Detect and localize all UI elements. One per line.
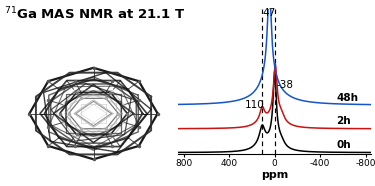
- Text: $^{71}$Ga MAS NMR at 21.1 T: $^{71}$Ga MAS NMR at 21.1 T: [4, 6, 185, 22]
- Text: 2h: 2h: [336, 116, 351, 126]
- Text: 48h: 48h: [336, 93, 358, 102]
- Text: 110: 110: [245, 100, 265, 110]
- Text: -38: -38: [276, 80, 293, 90]
- Text: 0h: 0h: [336, 140, 351, 150]
- Text: 47: 47: [263, 8, 276, 18]
- X-axis label: ppm: ppm: [261, 170, 288, 180]
